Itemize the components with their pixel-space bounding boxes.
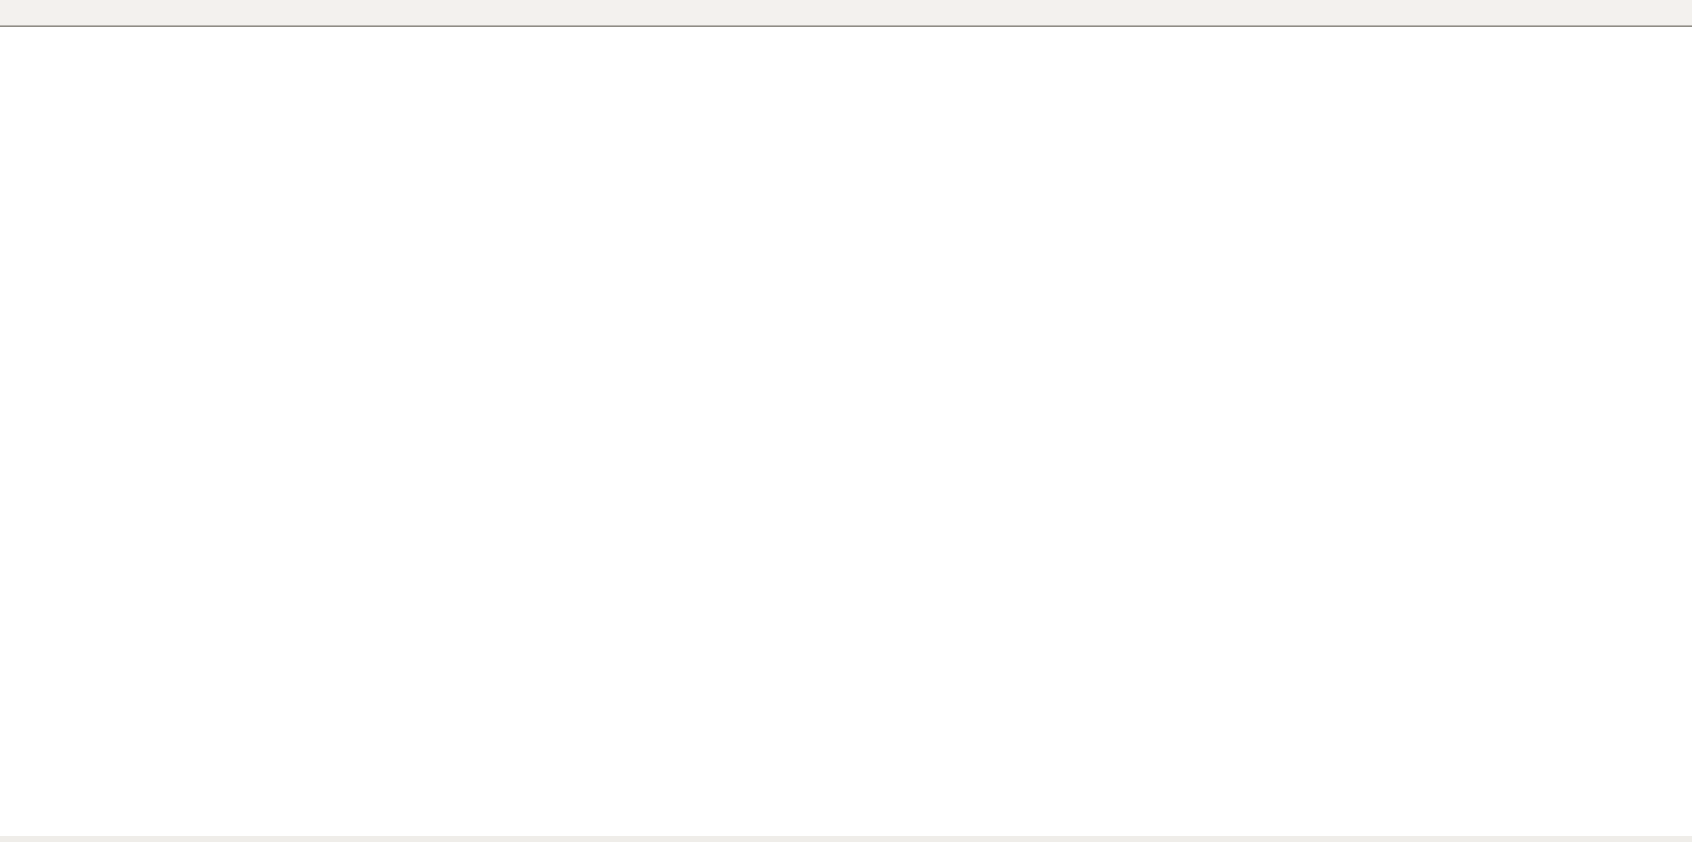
chart-window[interactable] (0, 26, 1692, 836)
main-toolbar (0, 0, 1692, 26)
chart-canvas[interactable] (0, 27, 1692, 836)
